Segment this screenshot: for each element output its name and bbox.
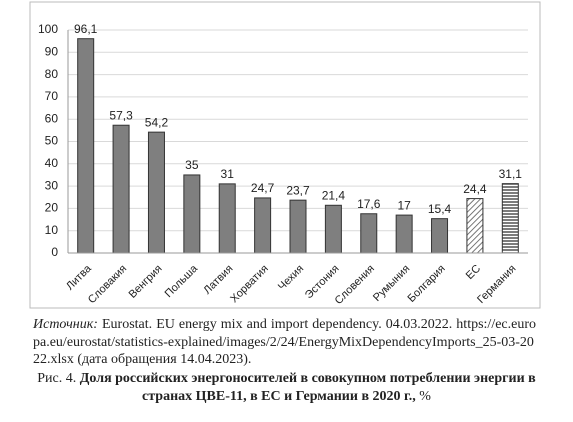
x-tick-label: Болгария (406, 263, 448, 305)
value-label: 35 (185, 158, 199, 172)
x-tick-label: ЕС (464, 263, 483, 282)
value-label: 96,1 (74, 22, 98, 36)
y-tick-label: 60 (45, 111, 59, 125)
x-tick-label: Хорватия (228, 263, 271, 306)
y-tick-label: 40 (45, 156, 59, 170)
y-tick-label: 20 (45, 201, 59, 215)
bar (501, 183, 519, 254)
value-label: 24,7 (251, 181, 275, 195)
y-tick-label: 80 (45, 67, 59, 81)
value-label: 17 (397, 198, 411, 212)
bar (183, 174, 201, 254)
value-label: 31,1 (499, 167, 523, 181)
x-tick-label: Венгрия (127, 263, 165, 301)
value-label: 21,4 (322, 188, 346, 202)
source-text: Eurostat. EU energy mix and import depen… (33, 317, 537, 367)
figure-caption: Рис. 4. Доля российских энергоносителей … (20, 370, 553, 406)
caption-title: Доля российских энергоносителей в совоку… (79, 371, 536, 404)
bar (395, 214, 413, 254)
chart: 0 10 20 30 40 50 60 70 80 90 100 Литва 96,1 Словакия 5… (29, 1, 541, 309)
value-label: 17,6 (357, 197, 381, 211)
y-tick-label: 70 (45, 89, 59, 103)
y-tick-label: 50 (45, 134, 59, 148)
bar (360, 213, 378, 254)
value-label: 31 (221, 167, 235, 181)
x-tick-label: Словакия (86, 263, 129, 306)
bar (147, 131, 165, 254)
value-label: 15,4 (428, 202, 452, 216)
bar (112, 124, 130, 254)
source-label: Источник: (33, 317, 98, 332)
bar (218, 183, 236, 254)
bar (431, 218, 449, 254)
value-label: 24,4 (463, 182, 487, 196)
value-label: 54,2 (145, 115, 169, 129)
value-label: 57,3 (109, 108, 133, 122)
bar (77, 38, 95, 254)
y-tick-label: 10 (45, 223, 59, 237)
y-tick-label: 90 (45, 44, 59, 58)
y-tick-label: 0 (51, 245, 58, 259)
y-tick-label: 100 (38, 22, 58, 36)
x-tick-label: Литва (64, 262, 94, 292)
source-note: Источник: Eurostat. EU energy mix and im… (33, 316, 536, 369)
x-tick-label: Чехия (276, 263, 306, 293)
bar (289, 199, 307, 254)
bar (466, 198, 484, 254)
caption-number: Рис. 4. (37, 371, 77, 386)
chart-frame (29, 1, 541, 309)
bar (324, 204, 342, 254)
bar (254, 197, 272, 254)
value-label: 23,7 (286, 183, 310, 197)
y-tick-label: 30 (45, 178, 59, 192)
x-tick-label: Латвия (201, 263, 235, 297)
x-tick-label: Германия (475, 263, 518, 306)
caption-unit: % (419, 389, 431, 404)
x-tick-label: Польша (163, 262, 201, 300)
